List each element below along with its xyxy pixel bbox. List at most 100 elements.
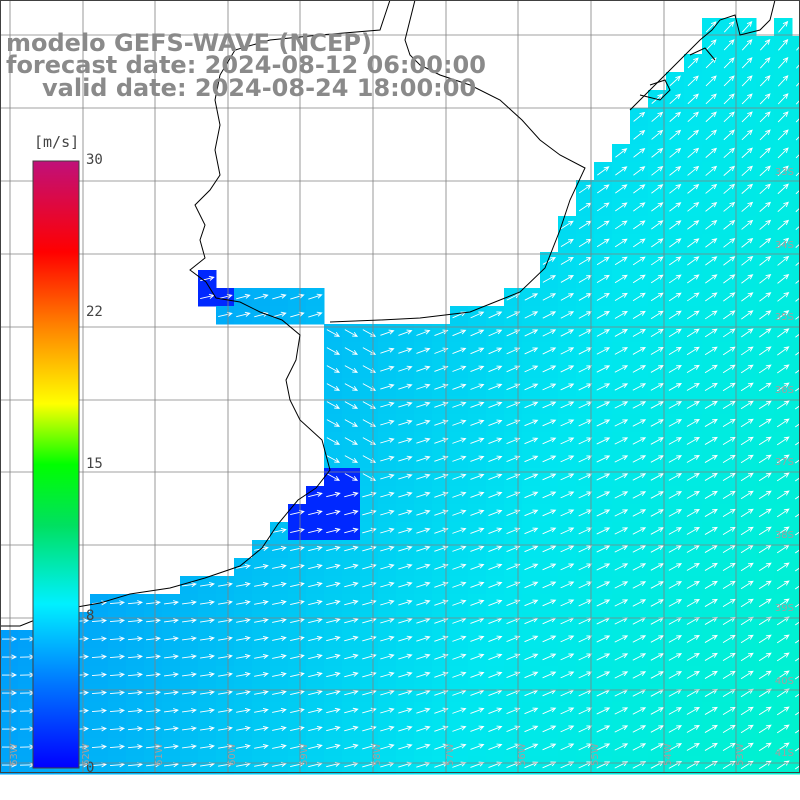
wind-arrow — [109, 672, 126, 678]
wind-arrow — [614, 238, 628, 248]
wind-arrow — [200, 690, 215, 696]
wind-arrow — [794, 711, 800, 716]
wind-arrow — [668, 653, 683, 661]
wind-arrow — [163, 690, 179, 696]
wind-arrow — [560, 725, 575, 733]
wind-arrow — [722, 346, 736, 356]
wind-arrow — [614, 527, 629, 535]
wind-arrow — [218, 654, 233, 660]
wind-cell — [792, 522, 800, 541]
wind-arrow — [326, 401, 341, 409]
wind-cell — [792, 162, 800, 181]
wind-arrow — [596, 274, 610, 284]
wind-arrow — [163, 744, 179, 750]
wind-arrow — [91, 618, 108, 624]
wind-arrow — [163, 708, 179, 714]
wind-arrow — [633, 220, 646, 230]
wind-arrow — [596, 509, 611, 517]
wind-arrow — [1, 654, 18, 660]
wind-arrow — [542, 257, 556, 265]
wind-arrow — [596, 419, 611, 427]
wind-arrow — [741, 57, 753, 69]
wind-arrow — [614, 491, 629, 499]
colorbar-tick-22: 22 — [86, 304, 103, 320]
wind-arrow — [470, 743, 485, 750]
wind-arrow — [416, 329, 431, 336]
wind-arrow — [91, 708, 108, 714]
wind-arrow — [542, 707, 557, 715]
wind-arrow — [777, 111, 789, 123]
wind-arrow — [596, 347, 611, 355]
wind-arrow — [650, 328, 664, 338]
wind-arrow — [650, 310, 664, 320]
wind-arrow — [651, 184, 664, 194]
wind-arrow — [778, 20, 789, 33]
wind-arrow — [669, 165, 682, 176]
wind-cell — [792, 468, 800, 487]
wind-arrow — [687, 111, 699, 123]
wind-arrow — [632, 292, 646, 302]
wind-arrow — [794, 657, 800, 662]
wind-arrow — [434, 473, 449, 480]
wind-arrow — [740, 436, 754, 446]
wind-arrow — [91, 672, 108, 678]
wind-arrow — [236, 689, 251, 696]
wind-arrow — [434, 401, 449, 408]
wind-arrow — [470, 401, 485, 408]
wind-arrow — [614, 383, 629, 391]
wind-arrow — [596, 437, 611, 445]
wind-arrow — [687, 75, 699, 87]
wind-arrow — [109, 744, 126, 750]
wind-arrow — [452, 329, 467, 337]
wind-arrow — [614, 329, 628, 337]
wind-arrow — [687, 165, 700, 176]
wind-arrow — [668, 437, 683, 445]
wind-arrow — [145, 708, 161, 714]
wind-arrow — [741, 21, 753, 33]
lon-label: 55W — [590, 743, 601, 766]
wind-arrow — [668, 383, 682, 391]
wind-arrow — [759, 75, 771, 87]
wind-arrow — [632, 365, 647, 373]
wind-arrow — [596, 725, 611, 733]
colorbar-tick-30: 30 — [86, 152, 103, 168]
wind-cell — [792, 180, 800, 199]
wind-arrow — [416, 401, 431, 408]
wind-arrow — [632, 419, 647, 427]
wind-arrow — [741, 111, 753, 123]
wind-arrow — [722, 508, 736, 518]
wind-arrow — [596, 311, 610, 319]
wind-arrow — [344, 653, 359, 660]
wind-arrow — [272, 689, 287, 695]
wind-arrow — [794, 567, 800, 572]
wind-arrow — [344, 617, 359, 624]
wind-arrow — [398, 617, 413, 624]
wind-arrow — [542, 635, 557, 643]
wind-arrow — [668, 599, 683, 607]
wind-arrow — [722, 580, 736, 590]
wind-arrow — [776, 652, 790, 662]
wind-arrow — [380, 401, 395, 408]
wind-arrow — [776, 616, 790, 626]
wind-arrow — [434, 437, 449, 444]
wind-arrow — [759, 310, 772, 320]
wind-arrow — [308, 545, 323, 552]
wind-arrow — [434, 725, 449, 732]
wind-arrow — [488, 473, 503, 480]
wind-arrow — [488, 455, 503, 462]
wind-arrow — [723, 256, 736, 266]
wind-arrow — [506, 419, 521, 427]
wind-arrow — [488, 545, 503, 552]
wind-arrow — [506, 509, 521, 517]
wind-arrow — [416, 743, 431, 750]
wind-arrow — [236, 671, 251, 678]
wind-arrow — [308, 725, 323, 732]
wind-arrow — [704, 742, 718, 751]
wind-arrow — [686, 509, 700, 517]
wind-arrow — [704, 526, 718, 535]
wind-arrow — [344, 491, 359, 498]
wind-arrow — [740, 742, 754, 752]
wind-arrow — [290, 725, 305, 731]
wind-arrow — [758, 436, 772, 446]
wind-arrow — [236, 635, 251, 642]
